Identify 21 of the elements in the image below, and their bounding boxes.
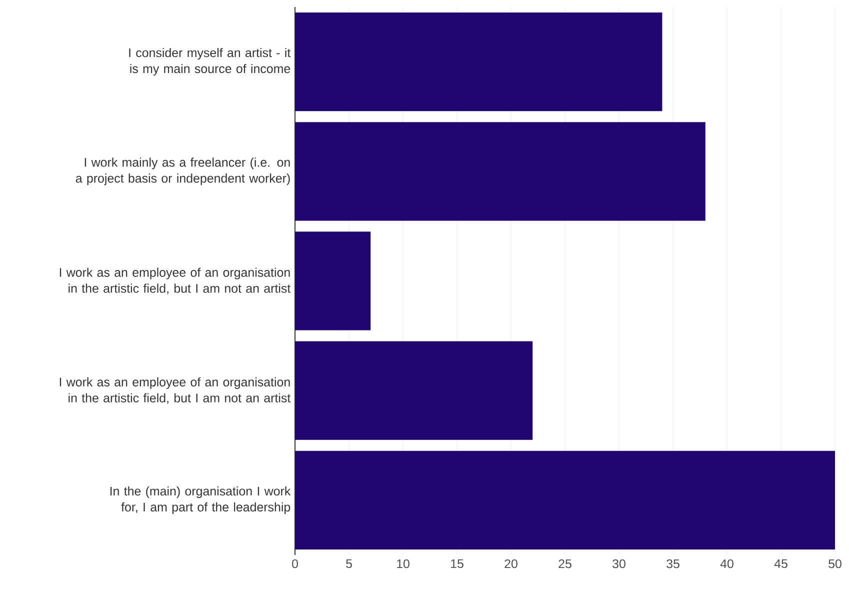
x-tick-label: 45 (774, 559, 788, 568)
y-tick-label: I work as an employee of an organisation in the artistic field, but I am not an artist (60, 268, 291, 294)
y-tick-label: I consider myself an artist - it is my main source of income (129, 48, 291, 76)
x-tick-label: 10 (397, 559, 410, 568)
x-tick-label: 20 (504, 559, 518, 568)
y-tick-label: I work as an employee of an organisation in the artistic field, but I am not an artist (60, 377, 291, 404)
x-tick-label: 50 (828, 559, 842, 568)
x-tick-label: 25 (558, 559, 572, 568)
bar (295, 12, 662, 112)
bar (295, 122, 706, 221)
x-tick-label: 0 (292, 559, 298, 568)
bar (295, 232, 371, 330)
bar (295, 341, 533, 440)
y-tick-label: I work mainly as a freelancer (i.e. on a project basis or independent worker) (76, 158, 290, 186)
x-tick-label: 40 (720, 559, 734, 568)
y-tick-label: In the (main) organisation I work for, I am part of the leadership (110, 486, 291, 514)
x-tick-label: 5 (346, 559, 352, 568)
x-tick-label: 30 (612, 559, 626, 568)
x-tick-label: 35 (666, 559, 680, 568)
bar (295, 450, 836, 550)
x-tick-label: 15 (451, 559, 464, 568)
